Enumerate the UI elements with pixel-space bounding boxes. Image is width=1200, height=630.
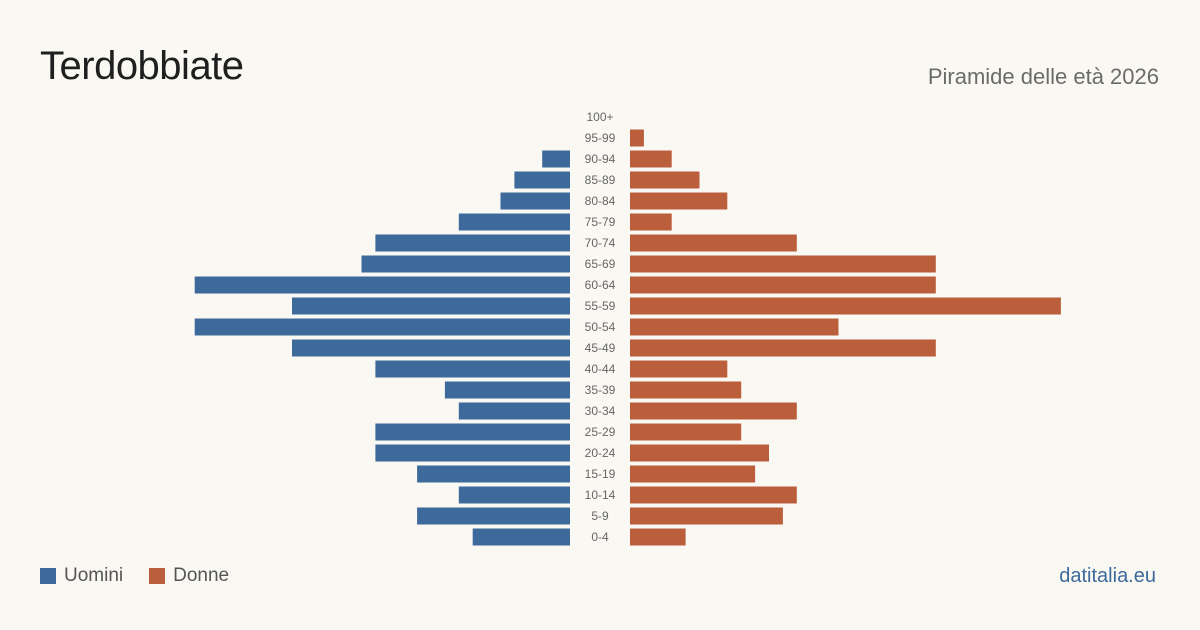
bar-men-60-64 — [194, 276, 570, 294]
age-label-0-4: 0-4 — [591, 530, 609, 544]
age-label-80-84: 80-84 — [585, 194, 616, 208]
legend-label-women: Donne — [173, 565, 230, 586]
bar-women-35-39 — [630, 381, 742, 399]
bar-women-95-99 — [630, 129, 644, 147]
legend-swatch-men — [40, 568, 56, 584]
bar-women-40-44 — [630, 360, 728, 378]
age-label-75-79: 75-79 — [585, 215, 616, 229]
age-label-70-74: 70-74 — [585, 236, 616, 250]
bar-men-0-4 — [472, 528, 570, 546]
legend-swatch-women — [149, 568, 166, 584]
bar-men-65-69 — [361, 255, 570, 273]
age-label-85-89: 85-89 — [585, 173, 616, 187]
bar-women-0-4 — [630, 528, 686, 546]
bar-men-30-34 — [458, 402, 570, 420]
bar-men-70-74 — [375, 234, 570, 252]
bar-men-20-24 — [375, 444, 570, 462]
bar-women-30-34 — [630, 402, 797, 420]
bar-women-45-49 — [630, 339, 936, 357]
legend: Uomini Donne — [40, 565, 255, 587]
bar-women-80-84 — [630, 192, 728, 210]
age-label-35-39: 35-39 — [585, 383, 616, 397]
page-title: Terdobbiate — [40, 44, 244, 88]
bar-men-35-39 — [444, 381, 570, 399]
bar-women-85-89 — [630, 171, 700, 189]
bar-women-65-69 — [630, 255, 936, 273]
age-label-25-29: 25-29 — [585, 425, 616, 439]
age-label-95-99: 95-99 — [585, 131, 616, 145]
bar-men-50-54 — [194, 318, 570, 336]
age-label-65-69: 65-69 — [585, 257, 616, 271]
age-label-10-14: 10-14 — [585, 488, 616, 502]
age-label-30-34: 30-34 — [585, 404, 616, 418]
age-label-50-54: 50-54 — [585, 320, 616, 334]
bar-women-20-24 — [630, 444, 769, 462]
age-label-100plus: 100+ — [586, 110, 613, 124]
bar-women-90-94 — [630, 150, 672, 168]
bar-men-80-84 — [500, 192, 570, 210]
age-label-45-49: 45-49 — [585, 341, 616, 355]
age-label-40-44: 40-44 — [585, 362, 616, 376]
bar-men-55-59 — [292, 297, 570, 315]
bar-women-10-14 — [630, 486, 797, 504]
bar-men-75-79 — [458, 213, 570, 231]
age-label-15-19: 15-19 — [585, 467, 616, 481]
bar-men-90-94 — [542, 150, 570, 168]
age-label-90-94: 90-94 — [585, 152, 616, 166]
bar-men-15-19 — [417, 465, 570, 483]
bar-women-15-19 — [630, 465, 756, 483]
bar-men-10-14 — [458, 486, 570, 504]
bar-women-75-79 — [630, 213, 672, 231]
source-link[interactable]: datitalia.eu — [1059, 565, 1156, 587]
legend-item-women: Donne — [149, 565, 229, 587]
bar-women-25-29 — [630, 423, 742, 441]
bar-women-50-54 — [630, 318, 839, 336]
bar-women-5-9 — [630, 507, 783, 525]
bar-women-70-74 — [630, 234, 797, 252]
chart-subtitle: Piramide delle età 2026 — [927, 64, 1159, 89]
age-label-60-64: 60-64 — [585, 278, 616, 292]
age-label-5-9: 5-9 — [591, 509, 609, 523]
legend-item-men: Uomini — [40, 565, 123, 587]
bar-men-85-89 — [514, 171, 570, 189]
bar-women-60-64 — [630, 276, 936, 294]
bar-men-45-49 — [292, 339, 570, 357]
legend-label-men: Uomini — [64, 565, 124, 586]
age-label-20-24: 20-24 — [585, 446, 616, 460]
bar-women-55-59 — [630, 297, 1061, 315]
bar-men-5-9 — [417, 507, 570, 525]
bar-men-25-29 — [375, 423, 570, 441]
age-label-55-59: 55-59 — [585, 299, 616, 313]
bar-men-40-44 — [375, 360, 570, 378]
